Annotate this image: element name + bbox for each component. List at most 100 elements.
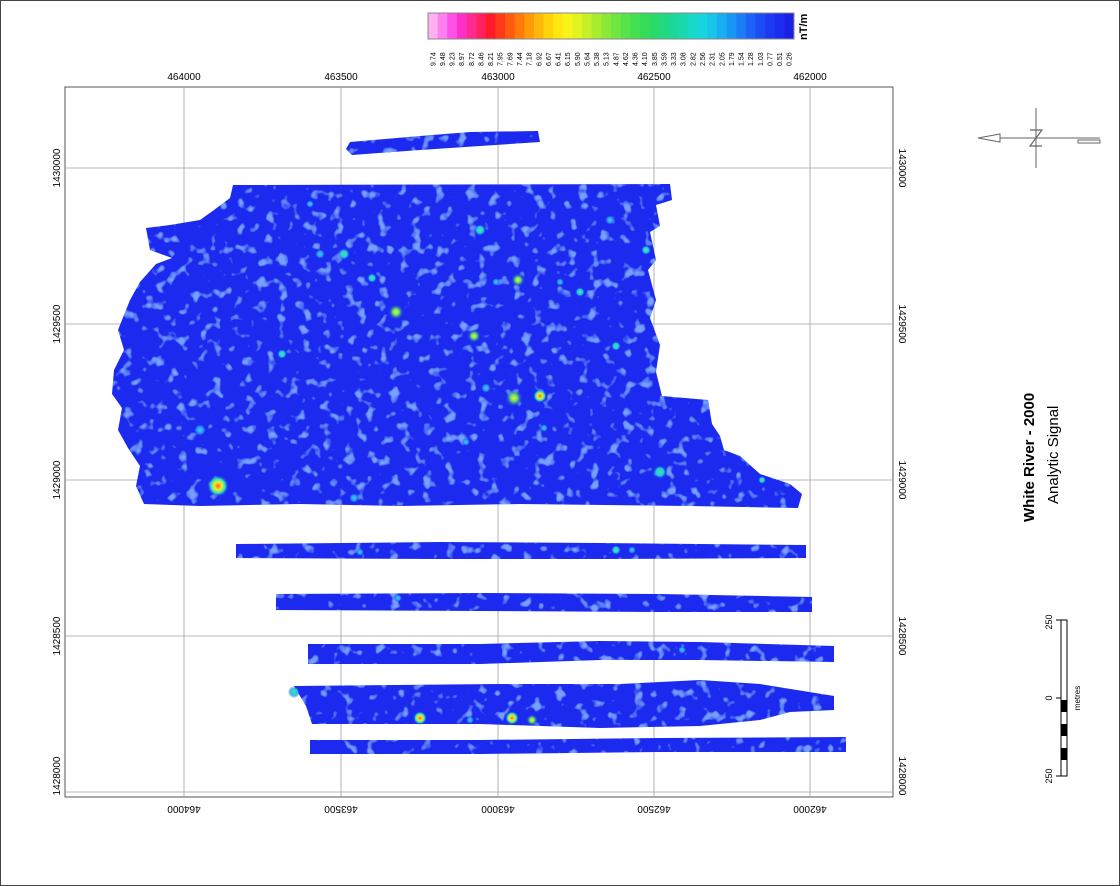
survey-coverage [112, 131, 846, 754]
legend-swatch [668, 13, 679, 39]
legend-swatch [707, 13, 718, 39]
legend-value-label: 4.10 [642, 52, 649, 66]
legend-value-label: 8.46 [478, 52, 485, 66]
legend-value-label: 6.67 [546, 52, 553, 66]
survey-main-block [112, 184, 802, 508]
color-legend: 9.74 9.48 9.23 8.97 8.72 8.46 8.21 7.95 7.69 7.44… [427, 12, 810, 66]
right-tick-label: 1428000 [896, 757, 907, 796]
legend-swatch [437, 13, 448, 39]
legend-value-label: 6.41 [556, 52, 563, 66]
legend-swatch [716, 13, 727, 39]
legend-unit: nT/m [798, 14, 810, 40]
survey-strip-5 [294, 680, 834, 728]
map-title: White River - 2000 [1021, 393, 1038, 522]
left-tick-label: 1428000 [52, 756, 63, 795]
legend-swatch [678, 13, 689, 39]
scale-unit: metres [1073, 686, 1082, 710]
legend-value-label: 4.62 [623, 52, 630, 66]
legend-swatch [745, 13, 756, 39]
legend-swatch [447, 13, 458, 39]
legend-swatch [466, 13, 477, 39]
left-tick-label: 1430000 [52, 148, 63, 187]
legend-swatch [630, 13, 641, 39]
top-tick-label: 464000 [167, 72, 201, 83]
scale-label-top: 250 [1044, 614, 1054, 629]
legend-swatch [543, 13, 554, 39]
legend-swatch [514, 13, 525, 39]
right-tick-label: 1429500 [896, 305, 907, 344]
left-tick-label: 1429500 [52, 304, 63, 343]
legend-value-label: 1.03 [758, 52, 765, 66]
legend-value-label: 4.36 [633, 52, 640, 66]
legend-value-label: 2.31 [710, 52, 717, 66]
legend-value-label: 6.92 [536, 52, 543, 66]
top-tick-label: 462500 [637, 72, 671, 83]
survey-strip-6 [310, 737, 846, 754]
right-tick-label: 1429000 [896, 461, 907, 500]
map-subtitle: Analytic Signal [1045, 406, 1062, 504]
survey-strip-3 [276, 593, 812, 612]
legend-swatch [582, 13, 593, 39]
bottom-axis-labels: 464000 463500 463000 462500 462000 [167, 803, 827, 814]
scale-label-mid: 0 [1044, 695, 1054, 700]
legend-swatch [784, 13, 795, 39]
legend-value-label: 2.05 [719, 52, 726, 66]
legend-value-label: 7.18 [527, 52, 534, 66]
legend-swatch [611, 13, 621, 39]
legend-value-label: 7.44 [517, 52, 524, 66]
legend-value-label: 9.48 [440, 52, 447, 66]
legend-swatch [620, 13, 631, 39]
survey-strip-4 [308, 641, 834, 664]
bottom-tick-label: 464000 [167, 803, 201, 814]
legend-value-label: 1.79 [729, 52, 736, 66]
legend-swatch [736, 13, 747, 39]
legend-swatch [755, 13, 766, 39]
right-tick-label: 1430000 [896, 149, 907, 188]
legend-swatch [553, 13, 564, 39]
legend-value-label: 3.85 [652, 52, 659, 66]
anomaly-spots [194, 200, 766, 726]
legend-value-label: 2.82 [690, 52, 697, 66]
legend-value-label: 3.08 [681, 52, 688, 66]
legend-value-label: 2.56 [700, 52, 707, 66]
bottom-tick-label: 463500 [324, 803, 358, 814]
legend-swatch [774, 13, 785, 39]
legend-swatch [428, 13, 438, 39]
legend-value-label: 1.54 [739, 52, 746, 66]
legend-border [427, 12, 795, 40]
north-arrow-icon [977, 108, 1101, 168]
left-axis-labels: 1430000 1429500 1429000 1428500 1428000 [52, 148, 63, 795]
survey-strip-2 [236, 542, 806, 559]
top-axis-labels: 464000 463500 463000 462500 462000 [167, 72, 827, 83]
bottom-tick-label: 462000 [793, 803, 827, 814]
bottom-tick-label: 463000 [481, 803, 515, 814]
legend-swatch [533, 13, 544, 39]
legend-value-label: 5.38 [594, 52, 601, 66]
right-tick-label: 1428500 [896, 617, 907, 656]
legend-swatches [427, 12, 795, 40]
legend-value-label: 0.26 [787, 52, 794, 66]
legend-value-label: 9.74 [430, 52, 437, 66]
legend-value-label: 5.64 [584, 52, 591, 66]
left-tick-label: 1429000 [52, 460, 63, 499]
legend-swatch [505, 13, 515, 39]
legend-value-label: 1.28 [748, 52, 755, 66]
legend-swatch [726, 13, 737, 39]
scale-label-bottom: 250 [1044, 768, 1054, 783]
legend-swatch [485, 13, 496, 39]
legend-value-label: 5.90 [575, 52, 582, 66]
legend-labels: 9.74 9.48 9.23 8.97 8.72 8.46 8.21 7.95 7.69 7.44… [430, 52, 793, 66]
legend-value-label: 7.95 [498, 52, 505, 66]
legend-value-label: 4.87 [613, 52, 620, 66]
survey-strip-top [346, 131, 540, 155]
legend-swatch [601, 13, 612, 39]
legend-swatch [765, 13, 776, 39]
legend-value-label: 8.72 [469, 52, 476, 66]
legend-swatch [476, 13, 487, 39]
left-tick-label: 1428500 [52, 616, 63, 655]
legend-swatch [495, 13, 506, 39]
bottom-tick-label: 462500 [637, 803, 671, 814]
legend-swatch [649, 13, 660, 39]
scale-bar: 250 0 250 metres [1044, 614, 1082, 783]
